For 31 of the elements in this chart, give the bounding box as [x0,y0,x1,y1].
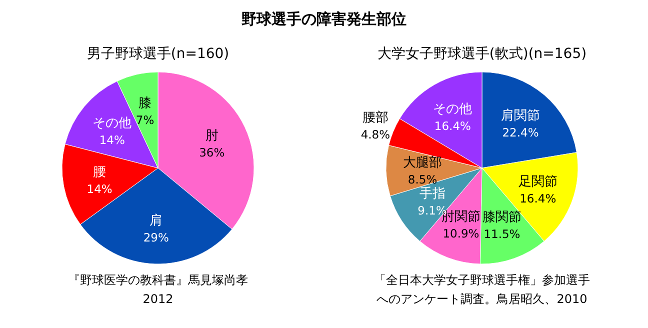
data-label: 4.8% [360,127,390,142]
data-label: 16.4% [434,119,472,134]
data-label: 14% [99,133,125,148]
data-label: 8.5% [408,172,438,187]
slice-label: 腰部 [362,110,388,126]
data-label: 36% [199,146,225,160]
data-label: 11.5% [484,227,520,242]
slice-label: 肩 [150,212,163,228]
slice-label: 手指 [419,186,446,202]
slice-label: 膝関節 [482,210,522,226]
data-label: 14% [86,182,112,196]
text: へのアンケート調査。鳥居昭久、2010 [376,292,588,306]
text: 『野球医学の教科書』馬見塚尚孝 [68,273,248,287]
data-label: 29% [143,230,169,244]
text: 野球選手の障害発生部位 [242,10,406,28]
slice-label: その他 [92,116,132,132]
data-label: 10.9% [442,226,480,241]
text: 「全日本大学女子野球選手権」参加選手 [374,273,590,287]
slice-label: 肩関節 [501,108,540,124]
slice-label: 腰 [93,165,106,180]
slice-label: 足関節 [518,174,558,190]
chart-subtitle: 大学女子野球選手(軟式)(n=165) [377,46,587,62]
chart-subtitle: 男子野球選手(n=160) [86,46,230,62]
data-label: 16.4% [520,192,556,206]
slice-label: その他 [433,102,472,118]
slice-label: 膝 [138,96,152,111]
text: 2012 [142,292,174,306]
data-label: 7% [136,112,154,127]
slice-label: 大腿部 [403,156,442,171]
slice-label: 肘 [205,128,218,144]
data-label: 22.4% [502,126,539,140]
